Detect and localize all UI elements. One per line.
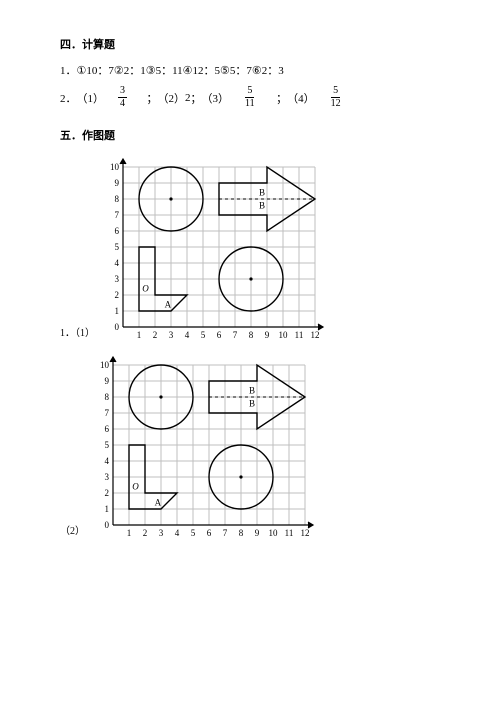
svg-text:0: 0 xyxy=(115,322,120,332)
svg-text:B: B xyxy=(249,398,255,408)
svg-text:12: 12 xyxy=(301,528,310,538)
svg-text:11: 11 xyxy=(285,528,294,538)
svg-text:8: 8 xyxy=(249,330,254,340)
svg-text:6: 6 xyxy=(217,330,222,340)
svg-text:9: 9 xyxy=(255,528,260,538)
svg-text:6: 6 xyxy=(115,226,120,236)
svg-text:10: 10 xyxy=(269,528,279,538)
svg-text:3: 3 xyxy=(105,472,110,482)
svg-text:4: 4 xyxy=(115,258,120,268)
figure-2-label: （2） xyxy=(60,522,85,541)
svg-text:2: 2 xyxy=(115,290,120,300)
svg-text:4: 4 xyxy=(175,528,180,538)
svg-text:7: 7 xyxy=(223,528,228,538)
svg-text:1: 1 xyxy=(137,330,142,340)
calc-l2-sep3: ； xyxy=(271,90,288,106)
svg-text:O: O xyxy=(142,284,149,294)
svg-text:8: 8 xyxy=(105,392,110,402)
calc-l2-prefix: 2． xyxy=(60,90,77,106)
svg-text:8: 8 xyxy=(115,194,120,204)
svg-text:2: 2 xyxy=(105,488,110,498)
svg-text:B: B xyxy=(259,188,265,198)
svg-text:11: 11 xyxy=(295,330,304,340)
svg-text:9: 9 xyxy=(105,376,110,386)
svg-text:7: 7 xyxy=(105,408,110,418)
figure-2-svg: 123456789101112012345678910OABB xyxy=(91,351,331,541)
svg-text:2: 2 xyxy=(153,330,158,340)
svg-text:1: 1 xyxy=(115,306,120,316)
calc-l2-p1-frac: 3 4 xyxy=(118,86,127,109)
svg-text:1: 1 xyxy=(105,504,110,514)
svg-text:6: 6 xyxy=(207,528,212,538)
section-5-title: 五．作图题 xyxy=(60,127,452,143)
figure-row-1: 1．（1） 123456789101112012345678910OABB xyxy=(60,153,452,343)
figure-1-label: 1．（1） xyxy=(60,324,95,343)
calc-l2-sep2: ； xyxy=(191,90,202,106)
calc-l2-p4-label: （4） xyxy=(287,90,315,106)
svg-text:7: 7 xyxy=(115,210,120,220)
svg-text:9: 9 xyxy=(115,178,120,188)
calc-l2-p3-frac: 5 11 xyxy=(243,86,257,109)
svg-text:A: A xyxy=(165,300,172,310)
svg-text:B: B xyxy=(259,200,265,210)
svg-text:2: 2 xyxy=(143,528,148,538)
svg-text:10: 10 xyxy=(110,162,120,172)
calc-l2-p3-label: （3） xyxy=(202,90,230,106)
calc-l2-p2-label: （2） xyxy=(158,90,186,106)
svg-text:B: B xyxy=(249,386,255,396)
svg-text:5: 5 xyxy=(115,242,120,252)
svg-text:5: 5 xyxy=(201,330,206,340)
svg-text:12: 12 xyxy=(311,330,320,340)
svg-text:5: 5 xyxy=(105,440,110,450)
calc-l2-sep1: ； xyxy=(141,90,158,106)
svg-text:0: 0 xyxy=(105,520,110,530)
svg-text:8: 8 xyxy=(239,528,244,538)
svg-text:7: 7 xyxy=(233,330,238,340)
svg-text:5: 5 xyxy=(191,528,196,538)
calc-l1-prefix: 1． xyxy=(60,62,77,78)
calc-l1-answers: ①10：7②2：1③5：11④12：5⑤5：7⑥2：3 xyxy=(77,62,284,78)
svg-text:3: 3 xyxy=(169,330,174,340)
section-4-title: 四．计算题 xyxy=(60,36,452,52)
calc-l2-p4-frac: 5 12 xyxy=(329,86,343,109)
svg-text:6: 6 xyxy=(105,424,110,434)
svg-text:3: 3 xyxy=(115,274,120,284)
svg-text:3: 3 xyxy=(159,528,164,538)
svg-text:10: 10 xyxy=(100,360,110,370)
svg-text:4: 4 xyxy=(185,330,190,340)
calc-l2-p1-label: （1） xyxy=(77,90,105,106)
svg-text:10: 10 xyxy=(279,330,289,340)
svg-text:1: 1 xyxy=(127,528,132,538)
calc-line-2: 2． （1） 3 4 ； （2） 2 ； （3） 5 11 ； （4） 5 12 xyxy=(60,86,452,109)
svg-text:A: A xyxy=(155,498,162,508)
calc-line-1: 1． ①10：7②2：1③5：11④12：5⑤5：7⑥2：3 xyxy=(60,62,452,78)
svg-text:O: O xyxy=(132,482,139,492)
figure-1-svg: 123456789101112012345678910OABB xyxy=(101,153,341,343)
svg-text:4: 4 xyxy=(105,456,110,466)
figure-row-2: （2） 123456789101112012345678910OABB xyxy=(60,351,452,541)
svg-text:9: 9 xyxy=(265,330,270,340)
